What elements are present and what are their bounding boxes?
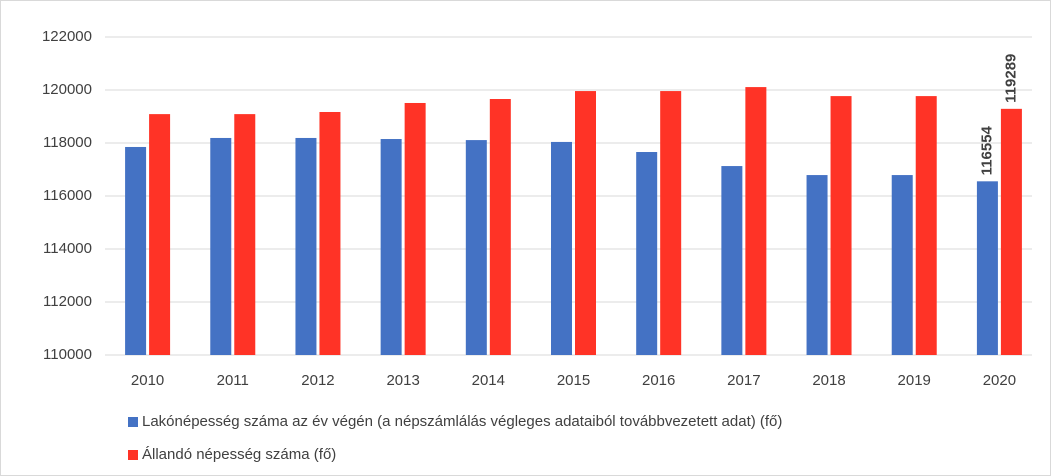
data-label: 119289: [1002, 54, 1019, 103]
x-tick-label: 2019: [898, 372, 931, 389]
x-tick-label: 2013: [386, 372, 419, 389]
bar: [830, 96, 852, 355]
bar: [575, 91, 596, 355]
x-tick-label: 2010: [131, 372, 164, 389]
bar: [404, 102, 426, 355]
bar: [1000, 108, 1022, 356]
bar: [465, 140, 487, 355]
x-tick-label: 2018: [812, 372, 845, 389]
y-tick-label: 114000: [43, 240, 92, 257]
y-tick-label: 122000: [42, 28, 92, 45]
legend-label: Lakónépesség száma az év végén (a népszá…: [142, 413, 782, 430]
legend-swatch: [128, 417, 138, 427]
bar: [745, 87, 767, 356]
bar: [210, 137, 232, 355]
x-tick-label: 2012: [301, 372, 334, 389]
bar: [721, 166, 743, 355]
y-tick-label: 118000: [43, 134, 92, 151]
bar: [915, 96, 937, 355]
legend-swatch: [128, 450, 138, 460]
bar: [489, 99, 511, 355]
bar: [636, 152, 658, 355]
bar: [234, 114, 256, 356]
x-tick-label: 2020: [983, 372, 1016, 389]
x-tick-label: 2014: [472, 372, 505, 389]
legend-label: Állandó népesség száma (fő): [142, 446, 336, 463]
bar: [660, 91, 682, 355]
y-tick-label: 116000: [43, 187, 92, 204]
bar: [380, 139, 402, 355]
x-tick-label: 2015: [557, 372, 590, 389]
bar: [806, 175, 828, 355]
bar: [976, 181, 998, 355]
bar: [319, 111, 341, 356]
data-label: 116554: [978, 125, 995, 175]
x-tick-label: 2017: [727, 372, 760, 389]
bar: [149, 114, 171, 356]
bar: [551, 141, 572, 355]
x-tick-label: 2011: [217, 372, 249, 389]
bar: [891, 175, 913, 355]
y-tick-label: 110000: [43, 346, 92, 363]
bar: [125, 146, 147, 355]
y-tick-label: 112000: [43, 293, 92, 310]
y-tick-label: 120000: [42, 81, 92, 98]
x-tick-label: 2016: [642, 372, 675, 389]
bar: [295, 137, 317, 355]
